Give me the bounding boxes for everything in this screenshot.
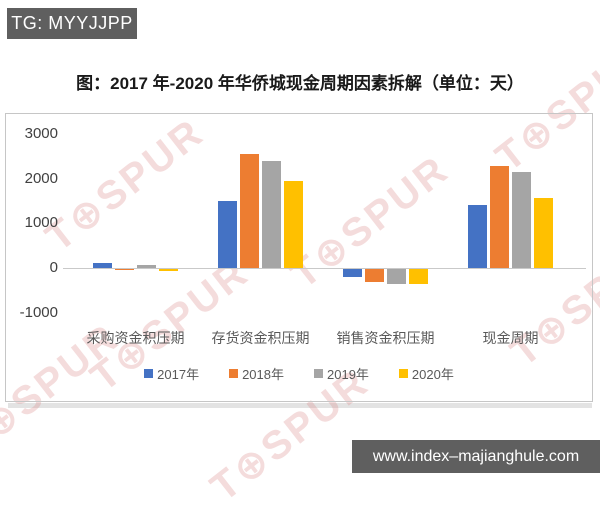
legend-item: 2018年 [229, 364, 284, 383]
legend-label: 2020年 [411, 367, 454, 382]
bar-2017年 [343, 269, 362, 278]
bar-2019年 [262, 160, 281, 268]
bar-chart: 3000 2000 1000 0 -1000 采购资金积压期 存货资金积压期 销售资金积压期… [5, 113, 593, 402]
legend-swatch [314, 369, 323, 378]
bar-2017年 [468, 204, 487, 268]
bar-2019年 [387, 269, 406, 285]
legend-swatch [398, 369, 408, 378]
y-tick-label: 0 [49, 259, 58, 276]
y-tick-label: 3000 [24, 125, 58, 143]
bar-2019年 [512, 172, 531, 268]
y-tick-label: 1000 [24, 214, 58, 232]
bar-2018年 [115, 269, 134, 270]
bar-2020年 [284, 180, 303, 268]
x-axis-line [63, 268, 586, 269]
legend-item: 2017年 [144, 364, 199, 383]
bar-2018年 [240, 154, 259, 268]
bar-2019年 [137, 265, 156, 268]
bar-2018年 [490, 165, 509, 268]
chart-box-shadow [8, 403, 592, 408]
x-axis-label: 现金周期 [482, 330, 539, 346]
chart-legend: 2017年 2018年 2019年 2020年 [6, 364, 592, 383]
bar-2017年 [93, 263, 112, 268]
legend-label: 2018年 [242, 367, 284, 382]
legend-swatch [144, 369, 154, 378]
chart-title: 图：2017 年-2020 年华侨城现金周期因素拆解（单位：天） [76, 74, 524, 93]
bar-2018年 [365, 269, 384, 282]
url-banner: www.index–majianghule.com [352, 440, 600, 473]
x-axis-label: 存货资金积压期 [211, 330, 310, 346]
legend-label: 2019年 [327, 367, 369, 382]
bar-2017年 [218, 201, 237, 268]
bar-2020年 [534, 198, 553, 268]
tg-banner-text: TG: MYYJJPP [11, 13, 133, 33]
y-tick-label: 2000 [24, 169, 58, 187]
y-tick-label: -1000 [19, 303, 58, 321]
bar-2020年 [159, 269, 178, 271]
x-axis-label: 采购资金积压期 [86, 330, 185, 346]
legend-label: 2017年 [157, 367, 200, 382]
x-axis-label: 销售资金积压期 [336, 330, 435, 346]
legend-item: 2020年 [398, 364, 454, 383]
tg-banner: TG: MYYJJPP [7, 8, 137, 39]
url-banner-text: www.index–majianghule.com [372, 447, 580, 465]
bar-2020年 [409, 269, 428, 284]
legend-swatch [229, 369, 239, 378]
legend-item: 2019年 [314, 364, 369, 383]
